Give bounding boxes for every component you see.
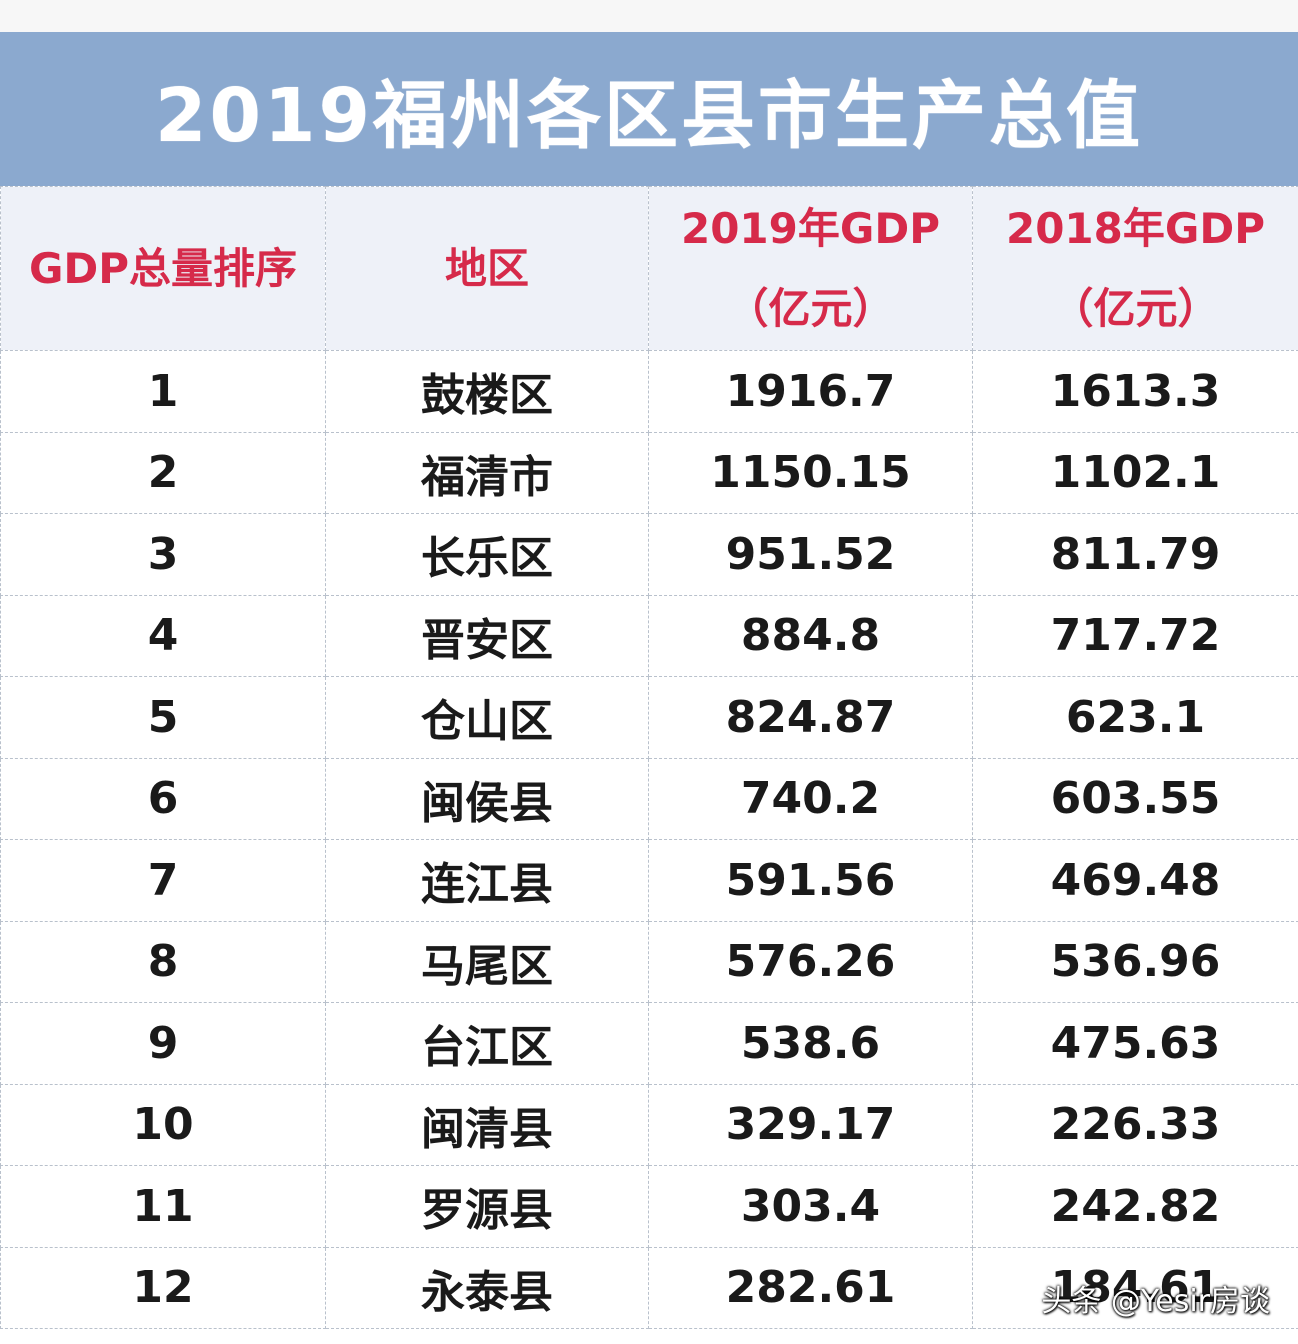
table-header-row: GDP总量排序 地区 2019年GDP （亿元） 2018年GDP （亿元） xyxy=(1,187,1298,351)
cell-gdp-2019: 591.56 xyxy=(649,840,973,922)
gdp-table: GDP总量排序 地区 2019年GDP （亿元） 2018年GDP （亿元） 1… xyxy=(0,186,1298,1329)
cell-gdp-2018: 536.96 xyxy=(973,921,1298,1003)
cell-rank: 6 xyxy=(1,758,326,840)
cell-gdp-2018: 603.55 xyxy=(973,758,1298,840)
top-strip xyxy=(0,0,1298,32)
cell-gdp-2019: 329.17 xyxy=(649,1084,973,1166)
header-gdp-2018: 2018年GDP （亿元） xyxy=(973,187,1298,351)
header-gdp-2019-label: 2019年GDP xyxy=(649,189,972,269)
cell-region: 晋安区 xyxy=(326,595,649,677)
table-row: 7 连江县 591.56 469.48 xyxy=(1,840,1298,922)
table-row: 1 鼓楼区 1916.7 1613.3 xyxy=(1,351,1298,433)
table-row: 11 罗源县 303.4 242.82 xyxy=(1,1166,1298,1248)
table-row: 8 马尾区 576.26 536.96 xyxy=(1,921,1298,1003)
cell-gdp-2018: 811.79 xyxy=(973,514,1298,596)
cell-rank: 11 xyxy=(1,1166,326,1248)
cell-region: 闽清县 xyxy=(326,1084,649,1166)
header-gdp-2018-label: 2018年GDP xyxy=(973,189,1298,269)
cell-region: 闽侯县 xyxy=(326,758,649,840)
header-rank: GDP总量排序 xyxy=(1,187,326,351)
cell-gdp-2019: 538.6 xyxy=(649,1003,973,1085)
cell-region: 马尾区 xyxy=(326,921,649,1003)
cell-rank: 7 xyxy=(1,840,326,922)
cell-rank: 9 xyxy=(1,1003,326,1085)
cell-rank: 2 xyxy=(1,432,326,514)
cell-region: 鼓楼区 xyxy=(326,351,649,433)
header-gdp-2019: 2019年GDP （亿元） xyxy=(649,187,973,351)
cell-rank: 12 xyxy=(1,1247,326,1329)
cell-gdp-2019: 884.8 xyxy=(649,595,973,677)
cell-rank: 4 xyxy=(1,595,326,677)
cell-gdp-2019: 1916.7 xyxy=(649,351,973,433)
cell-gdp-2018: 242.82 xyxy=(973,1166,1298,1248)
header-gdp-2019-unit: （亿元） xyxy=(649,269,972,349)
header-region: 地区 xyxy=(326,187,649,351)
cell-rank: 1 xyxy=(1,351,326,433)
cell-region: 永泰县 xyxy=(326,1247,649,1329)
table-row: 6 闽侯县 740.2 603.55 xyxy=(1,758,1298,840)
cell-gdp-2018: 1102.1 xyxy=(973,432,1298,514)
cell-gdp-2018: 717.72 xyxy=(973,595,1298,677)
table-row: 2 福清市 1150.15 1102.1 xyxy=(1,432,1298,514)
watermark: 头条 @Yesir房谈 xyxy=(1041,1276,1270,1320)
table-row: 4 晋安区 884.8 717.72 xyxy=(1,595,1298,677)
cell-region: 福清市 xyxy=(326,432,649,514)
cell-region: 长乐区 xyxy=(326,514,649,596)
header-gdp-2018-unit: （亿元） xyxy=(973,269,1298,349)
cell-rank: 3 xyxy=(1,514,326,596)
cell-gdp-2018: 475.63 xyxy=(973,1003,1298,1085)
cell-gdp-2019: 824.87 xyxy=(649,677,973,759)
table-row: 9 台江区 538.6 475.63 xyxy=(1,1003,1298,1085)
cell-gdp-2019: 951.52 xyxy=(649,514,973,596)
cell-gdp-2018: 623.1 xyxy=(973,677,1298,759)
cell-region: 罗源县 xyxy=(326,1166,649,1248)
cell-region: 连江县 xyxy=(326,840,649,922)
cell-gdp-2019: 740.2 xyxy=(649,758,973,840)
cell-gdp-2019: 303.4 xyxy=(649,1166,973,1248)
page-title: 2019福州各区县市生产总值 xyxy=(155,56,1143,163)
title-banner: 2019福州各区县市生产总值 xyxy=(0,32,1298,186)
cell-rank: 5 xyxy=(1,677,326,759)
cell-region: 仓山区 xyxy=(326,677,649,759)
cell-gdp-2018: 1613.3 xyxy=(973,351,1298,433)
cell-gdp-2019: 576.26 xyxy=(649,921,973,1003)
table-row: 10 闽清县 329.17 226.33 xyxy=(1,1084,1298,1166)
cell-region: 台江区 xyxy=(326,1003,649,1085)
cell-gdp-2018: 469.48 xyxy=(973,840,1298,922)
table-row: 3 长乐区 951.52 811.79 xyxy=(1,514,1298,596)
cell-gdp-2018: 226.33 xyxy=(973,1084,1298,1166)
table-row: 5 仓山区 824.87 623.1 xyxy=(1,677,1298,759)
cell-rank: 10 xyxy=(1,1084,326,1166)
cell-gdp-2019: 1150.15 xyxy=(649,432,973,514)
cell-rank: 8 xyxy=(1,921,326,1003)
cell-gdp-2019: 282.61 xyxy=(649,1247,973,1329)
